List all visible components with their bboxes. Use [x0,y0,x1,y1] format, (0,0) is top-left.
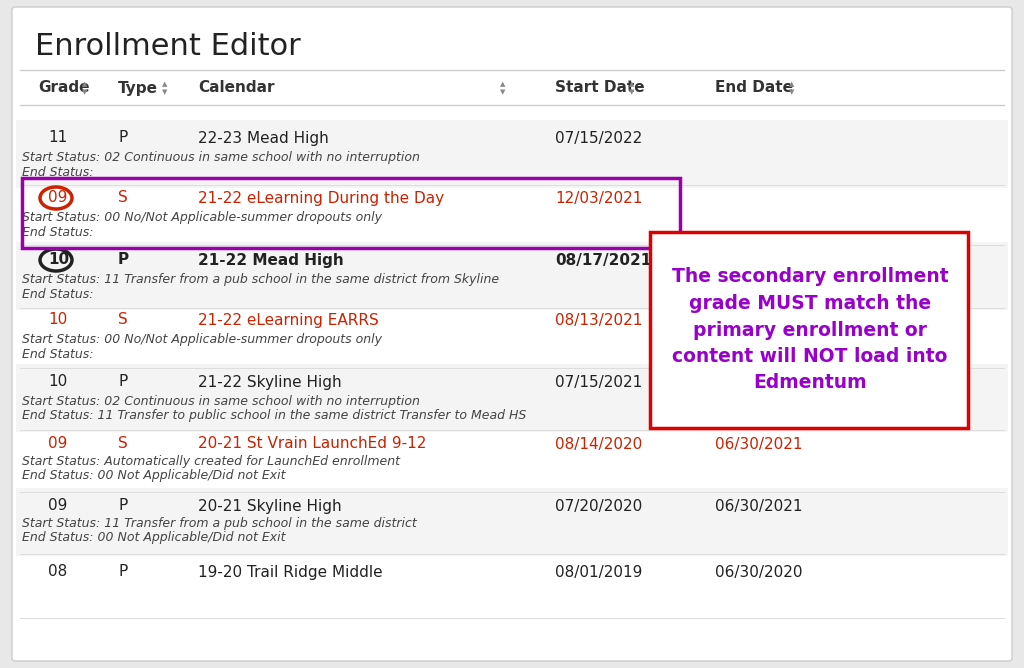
Text: S: S [118,313,128,327]
Text: 08/13/2021: 08/13/2021 [555,313,642,327]
Text: 08: 08 [48,564,68,580]
Text: 08/16/2021: 08/16/2021 [715,375,803,389]
Text: End Status: 11 Transfer to public school in the same district Transfer to Mead H: End Status: 11 Transfer to public school… [22,409,526,422]
Text: 07/15/2021: 07/15/2021 [555,375,642,389]
FancyBboxPatch shape [650,232,968,428]
Text: 20-21 St Vrain LaunchEd 9-12: 20-21 St Vrain LaunchEd 9-12 [198,436,426,452]
Text: ▲: ▲ [162,81,167,87]
Text: 08/14/2020: 08/14/2020 [555,436,642,452]
Text: Start Status: 02 Continuous in same school with no interruption: Start Status: 02 Continuous in same scho… [22,152,420,164]
Text: 11: 11 [48,130,68,146]
FancyBboxPatch shape [16,364,1008,432]
Text: Start Date: Start Date [555,81,645,96]
Text: 21-22 Mead High: 21-22 Mead High [198,253,344,267]
Text: ▼: ▼ [162,89,167,95]
Text: End Status:: End Status: [22,166,93,178]
Text: End Date: End Date [715,81,793,96]
Text: 07/20/2020: 07/20/2020 [555,498,642,514]
Text: 20-21 Skyline High: 20-21 Skyline High [198,498,342,514]
Text: 22-23 Mead High: 22-23 Mead High [198,130,329,146]
Text: 09: 09 [48,190,68,206]
FancyBboxPatch shape [16,120,1008,188]
Text: ▼: ▼ [500,89,506,95]
Text: 06/30/2021: 06/30/2021 [715,498,803,514]
Text: Start Status: 00 No/Not Applicable-summer dropouts only: Start Status: 00 No/Not Applicable-summe… [22,212,382,224]
Text: P: P [118,253,129,267]
Text: ▼: ▼ [790,89,795,95]
Text: End Status:: End Status: [22,287,93,301]
Text: ▼: ▼ [629,89,635,95]
Text: ▲: ▲ [500,81,506,87]
Text: S: S [118,436,128,452]
Text: 10: 10 [48,313,68,327]
Text: Start Status: Automatically created for LaunchEd enrollment: Start Status: Automatically created for … [22,456,400,468]
Text: ▲: ▲ [82,81,87,87]
Text: End Status: 00 Not Applicable/Did not Exit: End Status: 00 Not Applicable/Did not Ex… [22,532,286,544]
Text: End Status: 00 Not Applicable/Did not Exit: End Status: 00 Not Applicable/Did not Ex… [22,470,286,482]
Text: 07/15/2022: 07/15/2022 [555,130,642,146]
Text: 08/17/2021: 08/17/2021 [555,253,651,267]
Text: Calendar: Calendar [198,81,274,96]
Text: S: S [118,190,128,206]
Text: P: P [118,564,127,580]
Text: Start Status: 11 Transfer from a pub school in the same district from Skyline: Start Status: 11 Transfer from a pub sch… [22,273,499,287]
Text: 09: 09 [48,436,68,452]
Text: Start Status: 02 Continuous in same school with no interruption: Start Status: 02 Continuous in same scho… [22,395,420,409]
Text: End Status:: End Status: [22,226,93,238]
Text: 12/03/2021: 12/03/2021 [555,190,642,206]
Text: ▲: ▲ [629,81,635,87]
Text: P: P [118,498,127,514]
Text: Grade: Grade [38,81,89,96]
Text: ▲: ▲ [790,81,795,87]
Text: 08/01/2019: 08/01/2019 [555,564,642,580]
Text: 06/30/2020: 06/30/2020 [715,564,803,580]
Text: 21-22 eLearning During the Day: 21-22 eLearning During the Day [198,190,444,206]
Text: Enrollment Editor: Enrollment Editor [35,32,301,61]
FancyBboxPatch shape [12,7,1012,661]
Text: The secondary enrollment
grade MUST match the
primary enrollment or
content will: The secondary enrollment grade MUST matc… [672,267,948,393]
Text: End Status:: End Status: [22,347,93,361]
Text: ▼: ▼ [82,89,87,95]
Text: 09: 09 [48,498,68,514]
FancyBboxPatch shape [16,488,1008,556]
Text: 10: 10 [48,375,68,389]
Text: Start Status: 11 Transfer from a pub school in the same district: Start Status: 11 Transfer from a pub sch… [22,518,417,530]
Text: Start Status: 00 No/Not Applicable-summer dropouts only: Start Status: 00 No/Not Applicable-summe… [22,333,382,347]
Text: 19-20 Trail Ridge Middle: 19-20 Trail Ridge Middle [198,564,383,580]
Text: 10: 10 [48,253,70,267]
Text: P: P [118,130,127,146]
Text: P: P [118,375,127,389]
Text: 21-22 eLearning EARRS: 21-22 eLearning EARRS [198,313,379,327]
Text: 21-22 Skyline High: 21-22 Skyline High [198,375,342,389]
FancyBboxPatch shape [16,242,1008,310]
Text: Type: Type [118,81,158,96]
Text: 06/30/2021: 06/30/2021 [715,436,803,452]
